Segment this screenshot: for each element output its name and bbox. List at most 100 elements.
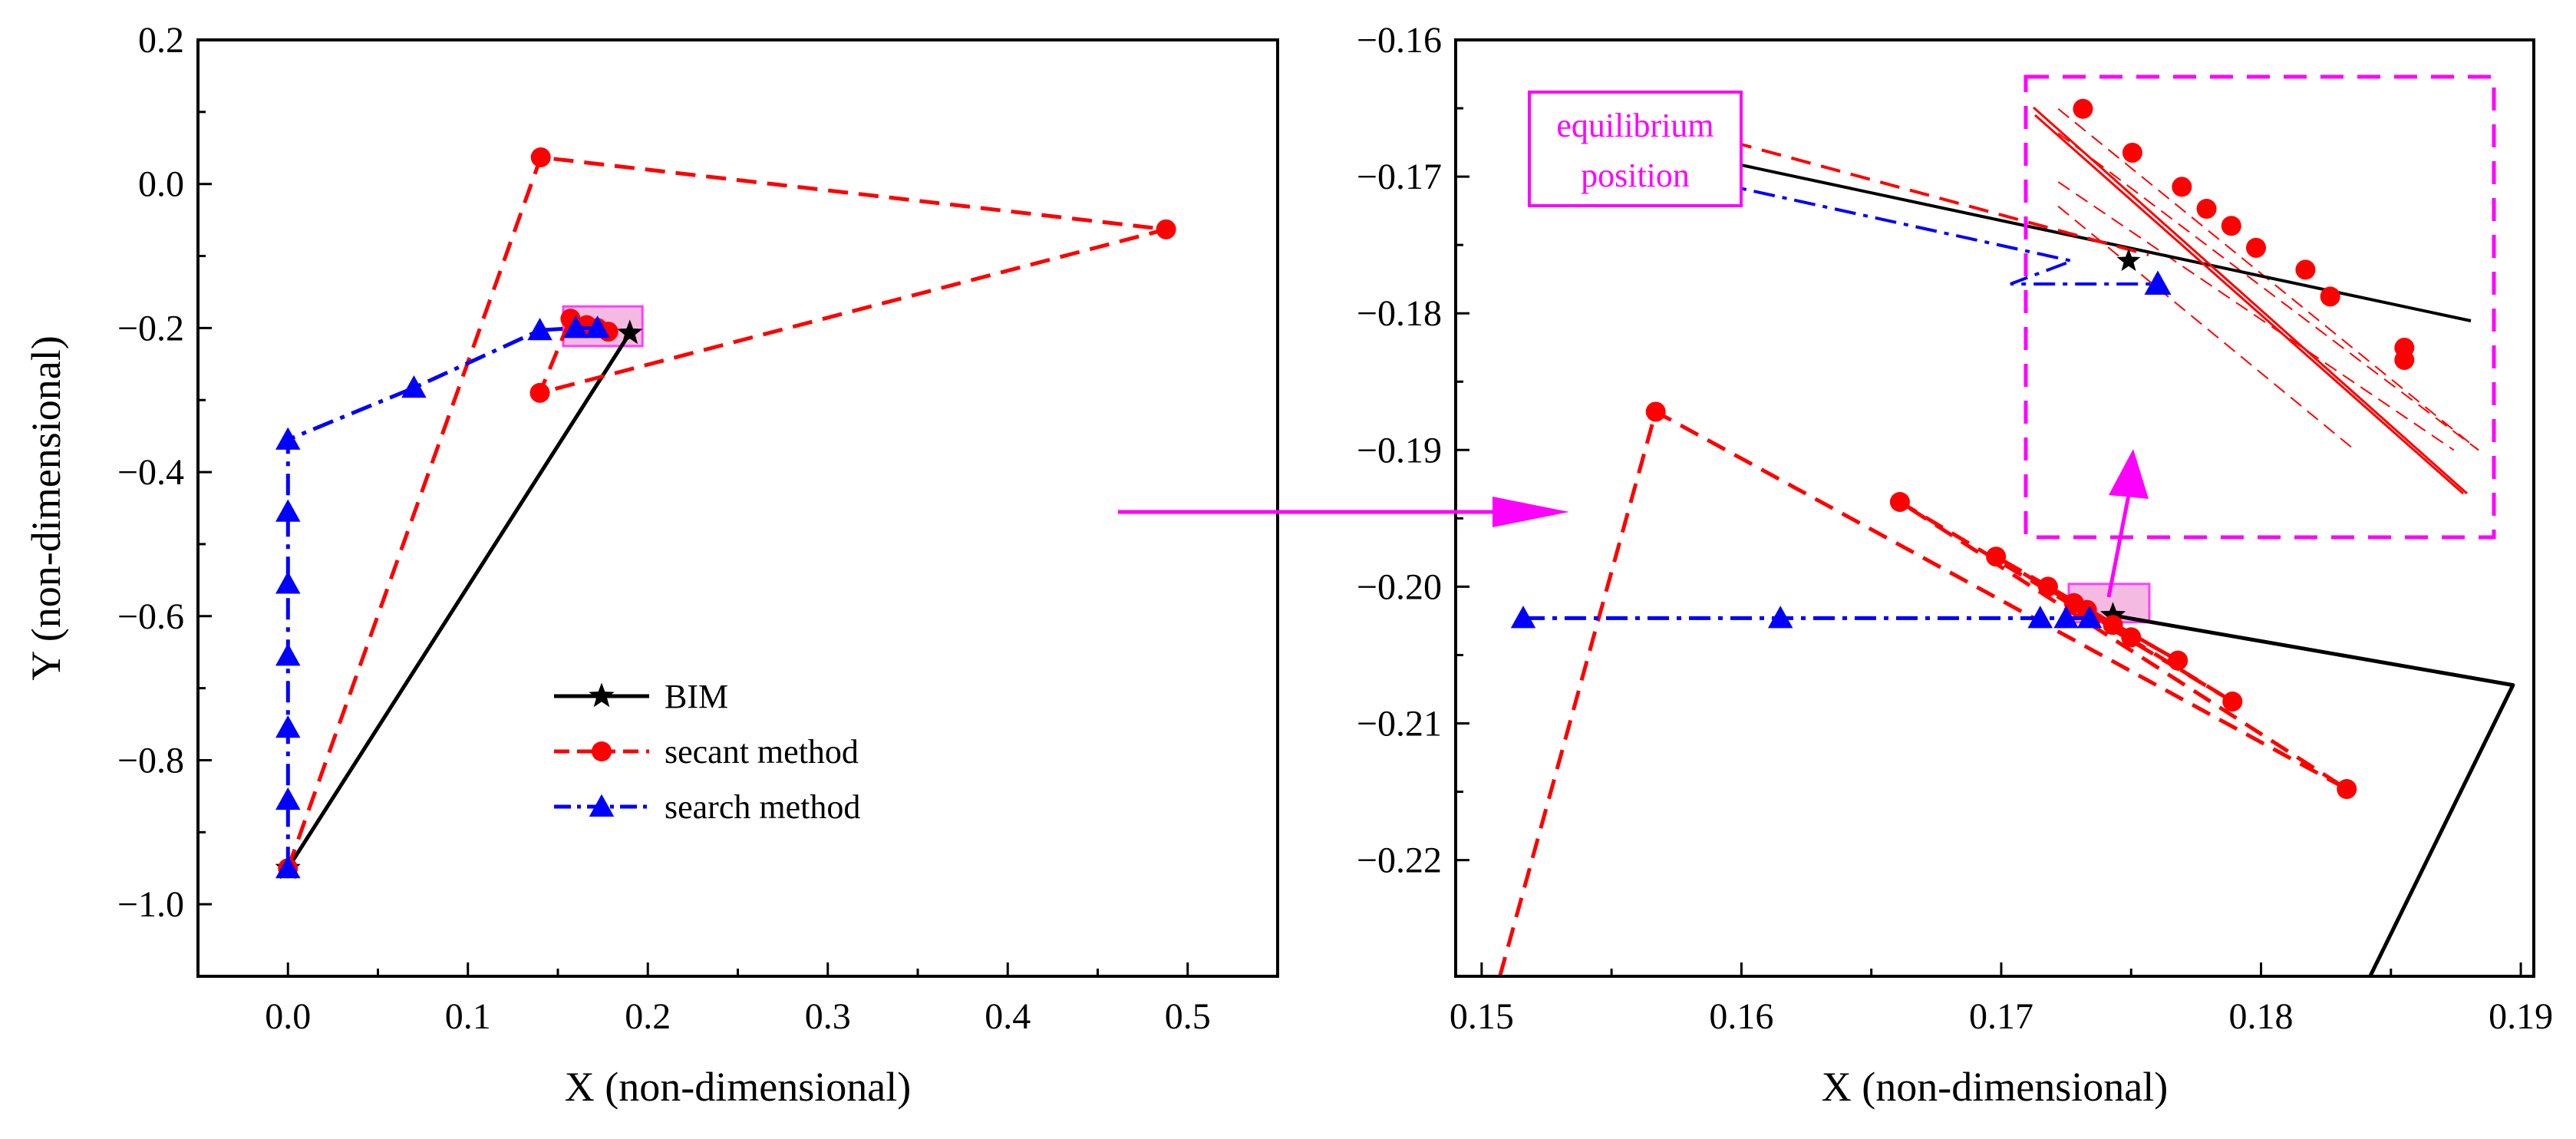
inset-iteration-line xyxy=(2057,132,2479,451)
data-point-search xyxy=(527,317,552,341)
data-point-search xyxy=(275,427,301,450)
zoom-arrow-shaft xyxy=(2106,490,2132,598)
series-line-bim xyxy=(286,332,632,870)
y-tick-label: 0.0 xyxy=(138,164,184,205)
data-point-search xyxy=(585,315,610,338)
y-tick-label: −0.17 xyxy=(1357,157,1442,197)
inset-iteration-line xyxy=(2057,181,2455,451)
series-search xyxy=(1510,606,2103,629)
data-point-secant xyxy=(2037,576,2058,597)
data-point-search xyxy=(1767,606,1793,629)
data-point-secant xyxy=(1889,491,1910,512)
x-tick-label: 0.16 xyxy=(1709,996,1773,1037)
data-point-search xyxy=(2053,606,2079,629)
y-axis-title: Y (non-dimensional) xyxy=(23,335,69,680)
data-point-search xyxy=(1510,606,1536,629)
x-tick-label: 0.15 xyxy=(1450,996,1514,1037)
series-line-bim xyxy=(2113,613,2515,976)
data-point-search xyxy=(2027,606,2053,629)
data-point-search xyxy=(275,571,301,594)
y-tick-label: −0.16 xyxy=(1357,20,1442,61)
data-point-secant xyxy=(1156,219,1176,239)
data-point-search xyxy=(401,375,427,398)
data-point-search xyxy=(275,715,301,738)
legend-label-search: search method xyxy=(665,788,860,826)
y-tick-label: −0.8 xyxy=(117,740,184,781)
legend-marker-bim xyxy=(589,682,615,708)
inset-iteration-line xyxy=(2057,107,2479,451)
inset-search-marker xyxy=(2144,270,2172,295)
legend-label-secant: secant method xyxy=(665,733,859,771)
data-point-search xyxy=(275,643,301,666)
callout-text-line: equilibrium xyxy=(1556,107,1713,144)
data-point-secant xyxy=(530,147,551,167)
zoom-overlay xyxy=(1118,497,1569,527)
inset-data-point-secant xyxy=(2246,237,2266,258)
data-point-search xyxy=(275,855,301,879)
left-chart-panel: 0.0 0.1 0.2 0.3 0.4 0.5 −1.0 −0.8 −0.6 −0.4 −0.2 0.… xyxy=(23,20,1279,1110)
y-tick-label: −0.22 xyxy=(1357,840,1442,881)
inset-data-point-secant xyxy=(2221,216,2241,236)
legend-label-bim: BIM xyxy=(665,678,728,715)
x-tick-label: 0.19 xyxy=(2489,996,2553,1037)
series-line-search xyxy=(285,325,598,869)
series-search xyxy=(275,315,610,879)
data-point-secant xyxy=(529,382,550,403)
series-secant xyxy=(1498,401,2357,976)
x-tick-label: 0.17 xyxy=(1969,996,2033,1037)
legend: BIM secant method search method xyxy=(554,678,860,826)
panel-link-arrow-head xyxy=(1492,497,1569,527)
legend-marker-search xyxy=(589,794,615,817)
right-chart-panel: 0.15 0.16 0.17 0.18 0.19 −0.22 −0.21 −0.20 −0.19… xyxy=(1357,20,2553,1110)
x-tick-label: 0.2 xyxy=(625,996,671,1037)
y-tick-label: −1.0 xyxy=(117,884,184,925)
inset-data-point-secant xyxy=(2320,286,2340,307)
y-tick-label: −0.6 xyxy=(117,596,184,637)
y-tick-label: −0.19 xyxy=(1357,430,1442,470)
inset-search-line xyxy=(1672,172,2156,286)
inset-bim-marker xyxy=(2116,248,2141,272)
callout-box xyxy=(1528,91,1743,207)
data-point-search xyxy=(275,499,301,522)
data-point-search xyxy=(275,787,301,811)
x-tick-label: 0.3 xyxy=(805,996,851,1037)
legend-marker-secant xyxy=(592,741,612,761)
inset-secant-leadin xyxy=(1672,124,2149,256)
inset-secant-line xyxy=(2034,114,2464,495)
data-point-secant xyxy=(2222,692,2243,712)
y-tick-label: −0.2 xyxy=(117,308,184,348)
data-point-secant xyxy=(2168,650,2188,671)
callout-text-line: position xyxy=(1581,157,1690,194)
x-axis-title: X (non-dimensional) xyxy=(565,1064,911,1110)
inset-frame xyxy=(2024,74,2496,540)
x-tick-label: 0.0 xyxy=(265,996,311,1037)
y-tick-label: −0.20 xyxy=(1357,566,1442,607)
data-point-secant xyxy=(1645,401,1666,422)
x-tick-label: 0.4 xyxy=(985,996,1031,1037)
y-tick-label: 0.2 xyxy=(138,20,184,61)
x-tick-label: 0.18 xyxy=(2229,996,2294,1037)
data-point-secant xyxy=(2103,615,2123,636)
zoom-arrow-head xyxy=(2109,449,2149,499)
y-tick-label: −0.21 xyxy=(1357,704,1442,744)
inset-secant-line xyxy=(2033,106,2468,495)
data-point-search xyxy=(563,315,589,338)
x-tick-label: 0.1 xyxy=(445,996,491,1037)
inset-data-point-secant xyxy=(2394,349,2415,370)
inset-data-point-secant xyxy=(2295,259,2316,280)
series-line-secant xyxy=(285,155,1169,870)
data-point-bim xyxy=(2099,602,2126,626)
data-point-search xyxy=(2076,606,2103,629)
y-tick-label: −0.4 xyxy=(117,452,184,493)
x-axis-title: X (non-dimensional) xyxy=(1822,1064,2168,1110)
x-tick-label: 0.5 xyxy=(1165,996,1211,1037)
equilibrium-callout: equilibrium position xyxy=(1528,91,1743,207)
inset-data-point-secant xyxy=(2122,142,2142,163)
series-bim xyxy=(2099,602,2515,976)
plot-area xyxy=(1498,401,2515,976)
inset-data-point-secant xyxy=(2196,199,2217,219)
y-tick-label: −0.18 xyxy=(1357,293,1442,334)
zoom-inset xyxy=(1672,74,2496,598)
